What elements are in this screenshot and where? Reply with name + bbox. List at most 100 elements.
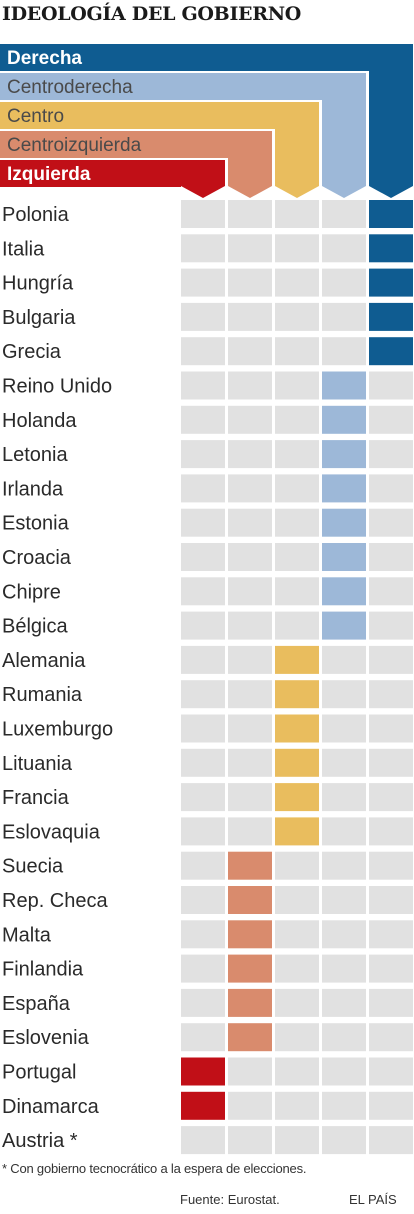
cell-empty-grecia-centroderecha <box>322 337 366 366</box>
cell-empty-reino-unido-izquierda <box>181 371 225 400</box>
cell-filled-croacia-centroderecha <box>322 543 366 571</box>
cell-filled-bulgaria-derecha <box>369 302 413 331</box>
cell-empty-estonia-derecha <box>369 508 413 537</box>
cell-filled-portugal-izquierda <box>181 1057 225 1086</box>
cell-empty-letonia-derecha <box>369 440 413 469</box>
cell-empty-belgica-centroizquierda <box>228 611 272 640</box>
country-label-alemania: Alemania <box>2 650 86 672</box>
cell-empty-letonia-centro <box>275 440 319 469</box>
cell-empty-malta-centro <box>275 920 319 949</box>
cell-empty-alemania-centroderecha <box>322 645 366 674</box>
cell-empty-holanda-derecha <box>369 405 413 434</box>
cell-empty-polonia-izquierda <box>181 200 225 228</box>
cell-empty-luxemburgo-centroizquierda <box>228 714 272 743</box>
country-label-croacia: Croacia <box>2 547 72 569</box>
legend-arrow-izquierda <box>0 160 225 198</box>
country-label-irlanda: Irlanda <box>2 478 64 500</box>
cell-empty-portugal-centroderecha <box>322 1057 366 1086</box>
cell-empty-luxemburgo-centroderecha <box>322 714 366 743</box>
cell-empty-malta-centroderecha <box>322 920 366 949</box>
legend-label-centro: Centro <box>7 106 64 127</box>
cell-empty-rumania-derecha <box>369 680 413 709</box>
legend-arrow-centro <box>0 102 319 198</box>
cell-empty-finlandia-derecha <box>369 954 413 983</box>
cell-filled-hungria-derecha <box>369 268 413 297</box>
cell-filled-alemania-centro <box>275 645 319 674</box>
cell-filled-chipre-centroderecha <box>322 577 366 606</box>
country-label-polonia: Polonia <box>2 204 70 226</box>
cell-empty-francia-centroizquierda <box>228 783 272 812</box>
cell-empty-estonia-izquierda <box>181 508 225 537</box>
country-label-letonia: Letonia <box>2 444 68 466</box>
cell-empty-reino-unido-derecha <box>369 371 413 400</box>
cell-empty-austria-centroizquierda <box>228 1126 272 1155</box>
cell-empty-lituania-izquierda <box>181 748 225 777</box>
cell-empty-eslovenia-centroderecha <box>322 1023 366 1052</box>
cell-empty-chipre-derecha <box>369 577 413 606</box>
cell-empty-croacia-derecha <box>369 543 413 571</box>
source-label: Fuente: Eurostat. <box>180 1192 280 1207</box>
cell-empty-italia-centroderecha <box>322 234 366 263</box>
cell-empty-irlanda-derecha <box>369 474 413 503</box>
cell-filled-luxemburgo-centro <box>275 714 319 743</box>
chart-title: IDEOLOGÍA DEL GOBIERNO <box>2 3 302 25</box>
cell-empty-italia-centro <box>275 234 319 263</box>
cell-empty-rep-checa-derecha <box>369 886 413 914</box>
cell-empty-rep-checa-centro <box>275 886 319 914</box>
cell-empty-espana-izquierda <box>181 988 225 1017</box>
cell-empty-irlanda-izquierda <box>181 474 225 503</box>
cell-empty-bulgaria-centroderecha <box>322 302 366 331</box>
legend-label-centroderecha: Centroderecha <box>7 77 133 98</box>
cell-empty-lituania-derecha <box>369 748 413 777</box>
cell-filled-dinamarca-izquierda <box>181 1091 225 1120</box>
cell-empty-irlanda-centro <box>275 474 319 503</box>
footnote: * Con gobierno tecnocrático a la espera … <box>2 1161 307 1176</box>
legend-label-centroizquierda: Centroizquierda <box>7 135 142 156</box>
cell-empty-espana-centro <box>275 988 319 1017</box>
ideology-chart: Derecha Centroderecha Centro Centroizquierd… <box>0 44 413 1155</box>
cell-empty-lituania-centroderecha <box>322 748 366 777</box>
legend-arrow-centroizquierda <box>0 131 272 198</box>
country-label-malta: Malta <box>2 924 52 946</box>
cell-empty-austria-derecha <box>369 1126 413 1155</box>
country-label-belgica: Bélgica <box>2 616 68 638</box>
legend-arrow-centroderecha <box>0 73 366 198</box>
cell-filled-belgica-centroderecha <box>322 611 366 640</box>
cell-empty-polonia-centroderecha <box>322 200 366 228</box>
cell-empty-alemania-derecha <box>369 645 413 674</box>
cell-empty-suecia-centro <box>275 851 319 880</box>
cell-empty-estonia-centroizquierda <box>228 508 272 537</box>
brand-label: EL PAÍS <box>349 1192 397 1207</box>
cell-empty-rep-checa-centroderecha <box>322 886 366 914</box>
cell-empty-suecia-derecha <box>369 851 413 880</box>
cell-empty-rep-checa-izquierda <box>181 886 225 914</box>
cell-empty-croacia-centro <box>275 543 319 571</box>
cell-empty-espana-derecha <box>369 988 413 1017</box>
cell-empty-finlandia-izquierda <box>181 954 225 983</box>
cell-empty-polonia-centroizquierda <box>228 200 272 228</box>
cell-empty-hungria-izquierda <box>181 268 225 297</box>
country-label-hungria: Hungría <box>2 273 74 295</box>
cell-empty-malta-izquierda <box>181 920 225 949</box>
cell-empty-lituania-centroizquierda <box>228 748 272 777</box>
cell-filled-holanda-centroderecha <box>322 405 366 434</box>
cell-empty-rumania-centroizquierda <box>228 680 272 709</box>
cell-empty-dinamarca-centro <box>275 1091 319 1120</box>
cell-empty-italia-izquierda <box>181 234 225 263</box>
legend-label-izquierda: Izquierda <box>7 164 91 185</box>
legend-arrow-derecha <box>0 44 413 198</box>
cell-empty-dinamarca-derecha <box>369 1091 413 1120</box>
cell-empty-grecia-centro <box>275 337 319 366</box>
cell-empty-bulgaria-centro <box>275 302 319 331</box>
cell-filled-reino-unido-centroderecha <box>322 371 366 400</box>
cell-empty-belgica-izquierda <box>181 611 225 640</box>
cell-empty-francia-izquierda <box>181 783 225 812</box>
country-label-lituania: Lituania <box>2 753 73 775</box>
cell-empty-eslovenia-derecha <box>369 1023 413 1052</box>
country-label-holanda: Holanda <box>2 410 77 432</box>
cell-empty-alemania-izquierda <box>181 645 225 674</box>
cell-empty-grecia-centroizquierda <box>228 337 272 366</box>
cell-empty-bulgaria-centroizquierda <box>228 302 272 331</box>
cell-empty-rumania-izquierda <box>181 680 225 709</box>
cell-empty-suecia-izquierda <box>181 851 225 880</box>
